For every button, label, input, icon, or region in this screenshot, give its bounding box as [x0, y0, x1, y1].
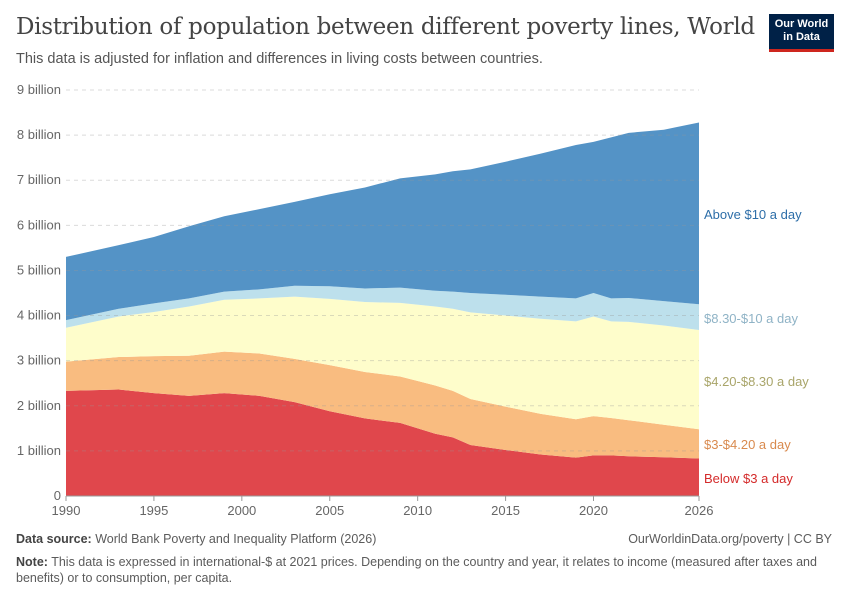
legend-label: Above $10 a day — [704, 207, 802, 222]
x-tick-label: 2020 — [579, 503, 608, 518]
y-tick-label: 1 billion — [17, 443, 61, 458]
source-label: Data source: — [16, 532, 92, 546]
y-tick-label: 0 — [54, 488, 61, 503]
note: Note: This data is expressed in internat… — [16, 554, 826, 586]
y-tick-label: 9 billion — [17, 82, 61, 97]
legend-label: $4.20-$8.30 a day — [704, 374, 809, 389]
x-tick-label: 2015 — [491, 503, 520, 518]
x-tick-label: 2000 — [227, 503, 256, 518]
logo-line2: in Data — [783, 31, 820, 43]
x-tick-label: 2026 — [685, 503, 714, 518]
y-tick-label: 7 billion — [17, 172, 61, 187]
x-tick-label: 1990 — [52, 503, 81, 518]
legend-label: $3-$4.20 a day — [704, 437, 791, 452]
chart-subtitle: This data is adjusted for inflation and … — [16, 51, 543, 67]
x-tick-label: 2005 — [315, 503, 344, 518]
legend-label: $8.30-$10 a day — [704, 311, 798, 326]
y-tick-label: 8 billion — [17, 127, 61, 142]
area-above-10-a-day — [66, 122, 699, 321]
y-tick-label: 3 billion — [17, 353, 61, 368]
y-tick-label: 2 billion — [17, 398, 61, 413]
area--4-20-8-30-a-day — [66, 296, 699, 430]
owid-logo[interactable]: Our World in Data — [769, 14, 834, 52]
x-tick-label: 1995 — [139, 503, 168, 518]
y-tick-label: 5 billion — [17, 262, 61, 277]
url-license[interactable]: OurWorldinData.org/poverty | CC BY — [628, 532, 832, 546]
logo-line1: Our World — [774, 18, 829, 30]
x-tick-label: 2010 — [403, 503, 432, 518]
chart-title: Distribution of population between diffe… — [16, 14, 755, 40]
data-source: Data source: World Bank Poverty and Ineq… — [16, 532, 376, 546]
area-below-3-a-day — [66, 389, 699, 496]
area--3-4-20-a-day — [66, 351, 699, 459]
y-tick-label: 6 billion — [17, 217, 61, 232]
note-label: Note: — [16, 555, 48, 569]
y-tick-label: 4 billion — [17, 308, 61, 323]
note-text: This data is expressed in international-… — [16, 555, 817, 585]
source-text: World Bank Poverty and Inequality Platfo… — [95, 532, 377, 546]
legend-label: Below $3 a day — [704, 471, 793, 486]
area--8-30-10-a-day — [66, 285, 699, 330]
